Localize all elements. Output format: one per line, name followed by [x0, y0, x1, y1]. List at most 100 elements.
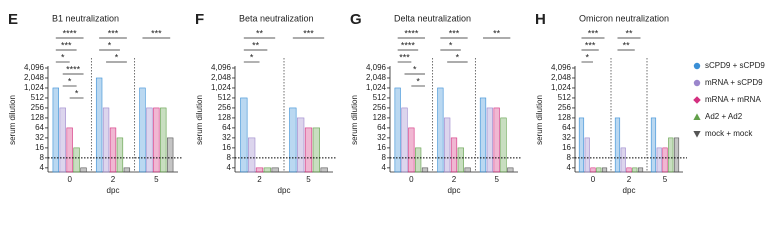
y-tick-label: 128	[373, 113, 387, 122]
significance-label: ***	[399, 52, 410, 62]
bar	[437, 87, 444, 173]
legend-label: mRNA + sCPD9	[705, 78, 763, 87]
bar	[596, 167, 602, 173]
x-axis-label: dpc	[278, 186, 291, 195]
y-tick-label: 256	[558, 103, 572, 112]
bar	[123, 167, 131, 173]
y-tick-label: 2,048	[551, 73, 572, 82]
y-tick-label: 1,024	[551, 83, 572, 92]
legend-label: mRNA + mRNA	[705, 95, 761, 104]
y-tick-label: 64	[222, 123, 231, 132]
y-axis-label: serum dilution	[350, 95, 359, 145]
x-axis-label: dpc	[107, 186, 120, 195]
panel-label: H	[535, 11, 546, 28]
y-tick-label: 4	[567, 163, 572, 172]
x-tick-label: 5	[663, 175, 668, 184]
significance-label: ***	[303, 28, 314, 38]
x-tick-label: 2	[257, 175, 262, 184]
significance-label: *	[108, 40, 112, 50]
y-tick-label: 8	[567, 153, 572, 162]
bar	[95, 77, 103, 173]
significance-label: ****	[63, 28, 78, 38]
y-tick-label: 512	[218, 93, 232, 102]
significance-label: ****	[404, 28, 419, 38]
significance-label: ****	[401, 40, 416, 50]
bar	[394, 87, 401, 173]
significance-label: *	[449, 40, 453, 50]
significance-label: *	[413, 64, 417, 74]
bar	[486, 107, 493, 173]
x-tick-label: 0	[409, 175, 414, 184]
significance-label: ***	[108, 28, 119, 38]
x-tick-label: 5	[306, 175, 311, 184]
y-tick-label: 512	[558, 93, 572, 102]
y-tick-label: 256	[218, 103, 232, 112]
bar	[450, 137, 458, 173]
y-tick-label: 16	[377, 143, 386, 152]
significance-label: ***	[61, 40, 72, 50]
bar	[408, 127, 415, 173]
legend-marker	[693, 131, 701, 138]
y-tick-label: 128	[558, 113, 572, 122]
bar	[304, 127, 313, 173]
significance-label: *	[416, 76, 420, 86]
y-tick-label: 2,048	[366, 73, 387, 82]
bar	[73, 147, 80, 173]
bar	[415, 147, 422, 173]
bar	[240, 97, 248, 173]
bar	[507, 167, 514, 173]
x-tick-label: 5	[494, 175, 499, 184]
bar	[578, 117, 585, 173]
bar	[632, 167, 638, 173]
legend-label: sCPD9 + sCPD9	[705, 61, 765, 70]
y-tick-label: 32	[35, 133, 44, 142]
y-tick-label: 512	[373, 93, 387, 102]
y-tick-label: 32	[222, 133, 231, 142]
bar	[167, 137, 174, 173]
panel-title: Omicron neutralization	[579, 13, 669, 23]
bar	[590, 167, 596, 173]
significance-label: ***	[449, 28, 460, 38]
y-tick-label: 64	[35, 123, 44, 132]
panel-label: G	[350, 11, 362, 28]
bar	[109, 127, 117, 173]
x-tick-label: 5	[154, 175, 159, 184]
y-tick-label: 64	[562, 123, 571, 132]
significance-label: **	[256, 28, 264, 38]
significance-label: *	[456, 52, 460, 62]
legend-marker	[693, 113, 701, 120]
bar	[52, 87, 59, 173]
significance-label: **	[625, 28, 633, 38]
y-axis-label: serum dilution	[8, 95, 17, 145]
x-tick-label: 2	[627, 175, 632, 184]
bar	[493, 107, 500, 173]
x-tick-label: 2	[452, 175, 457, 184]
legend-marker	[693, 96, 701, 104]
panel-title: B1 neutralization	[52, 13, 119, 23]
y-axis-label: serum dilution	[535, 95, 544, 145]
significance-label: *	[68, 76, 72, 86]
bar	[668, 137, 674, 173]
bar	[255, 167, 264, 173]
bar	[637, 167, 644, 173]
y-tick-label: 256	[31, 103, 45, 112]
y-tick-label: 64	[377, 123, 386, 132]
significance-label: ***	[151, 28, 162, 38]
bar	[153, 107, 160, 173]
bar	[650, 117, 657, 173]
significance-label: **	[252, 40, 260, 50]
y-tick-label: 256	[373, 103, 387, 112]
x-tick-label: 2	[111, 175, 116, 184]
bar	[59, 107, 66, 173]
bar	[320, 167, 328, 173]
bar	[401, 107, 408, 173]
y-tick-label: 1,024	[24, 83, 45, 92]
y-tick-label: 32	[562, 133, 571, 142]
y-tick-label: 4,096	[366, 63, 387, 72]
significance-label: *	[61, 52, 65, 62]
y-tick-label: 1,024	[211, 83, 232, 92]
bar	[146, 107, 153, 173]
bar	[601, 167, 608, 173]
significance-label: *	[115, 52, 119, 62]
